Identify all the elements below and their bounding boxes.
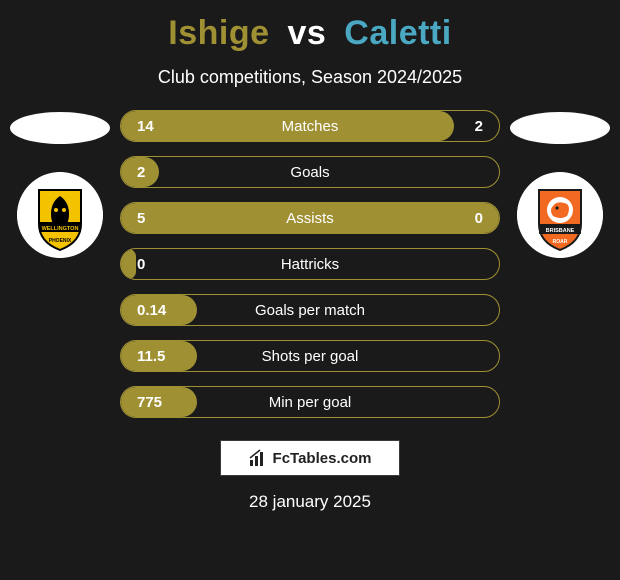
footer-brand-text: FcTables.com	[273, 450, 372, 467]
bar-chart-icon	[249, 449, 267, 467]
player-a-name: Ishige	[168, 14, 269, 52]
stat-row: 0Hattricks	[120, 248, 500, 280]
left-ellipse	[10, 112, 110, 144]
stat-row: 11.5Shots per goal	[120, 340, 500, 372]
subtitle: Club competitions, Season 2024/2025	[158, 67, 462, 88]
stat-row: 2Goals	[120, 156, 500, 188]
stat-label: Min per goal	[195, 394, 425, 411]
svg-text:BRISBANE: BRISBANE	[546, 228, 575, 234]
stat-label: Assists	[195, 210, 425, 227]
stat-value-right: 2	[425, 118, 499, 135]
stat-value-right: 0	[425, 210, 499, 227]
stat-value-left: 775	[121, 394, 195, 411]
vs-label: vs	[288, 14, 327, 52]
stat-label: Shots per goal	[195, 348, 425, 365]
svg-text:WELLINGTON: WELLINGTON	[42, 226, 79, 232]
page-title: Ishige vs Caletti	[168, 14, 451, 53]
stat-value-left: 2	[121, 164, 195, 181]
stat-value-left: 0.14	[121, 302, 195, 319]
stat-value-left: 14	[121, 118, 195, 135]
stat-label: Goals per match	[195, 302, 425, 319]
svg-text:PHOENIX: PHOENIX	[49, 238, 72, 244]
right-club-crest: BRISBANE ROAR	[517, 172, 603, 258]
brisbane-roar-icon: BRISBANE ROAR	[517, 172, 603, 258]
stat-value-left: 0	[121, 256, 195, 273]
stats-area: WELLINGTON PHOENIX 14Matches22Goals5Assi…	[0, 108, 620, 418]
right-crest-column: BRISBANE ROAR	[500, 108, 620, 258]
stat-value-left: 5	[121, 210, 195, 227]
wellington-phoenix-icon: WELLINGTON PHOENIX	[17, 172, 103, 258]
player-b-name: Caletti	[344, 14, 451, 52]
stat-row: 0.14Goals per match	[120, 294, 500, 326]
stat-row: 14Matches2	[120, 110, 500, 142]
stat-label: Hattricks	[195, 256, 425, 273]
stat-row: 775Min per goal	[120, 386, 500, 418]
stat-label: Goals	[195, 164, 425, 181]
svg-text:ROAR: ROAR	[553, 239, 568, 245]
right-ellipse	[510, 112, 610, 144]
date-label: 28 january 2025	[249, 492, 371, 512]
stat-rows: 14Matches22Goals5Assists00Hattricks0.14G…	[120, 108, 500, 418]
comparison-card: Ishige vs Caletti Club competitions, Sea…	[0, 0, 620, 580]
left-crest-column: WELLINGTON PHOENIX	[0, 108, 120, 258]
stat-label: Matches	[195, 118, 425, 135]
fctables-logo[interactable]: FcTables.com	[220, 440, 400, 476]
stat-value-left: 11.5	[121, 348, 195, 365]
left-club-crest: WELLINGTON PHOENIX	[17, 172, 103, 258]
stat-row: 5Assists0	[120, 202, 500, 234]
